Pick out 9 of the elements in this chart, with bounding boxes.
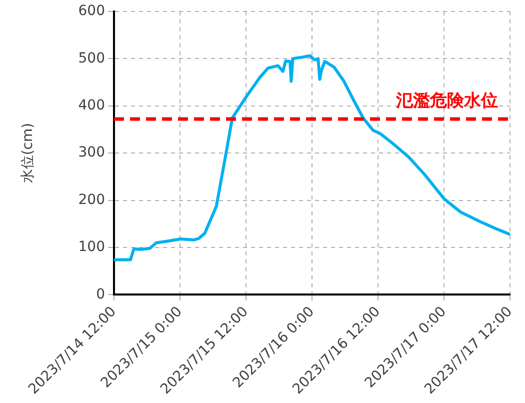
ref-line-label: 氾濫危険水位 — [395, 90, 498, 111]
y-tick-label: 600 — [78, 3, 105, 20]
y-tick-label: 0 — [96, 286, 105, 302]
y-tick-label: 200 — [78, 192, 105, 208]
y-tick-label: 100 — [78, 239, 105, 256]
y-tick-label: 400 — [78, 97, 105, 114]
y-axis-title: 水位(cm) — [20, 122, 36, 184]
y-tick-label: 500 — [78, 50, 105, 66]
y-tick-label: 300 — [78, 144, 105, 161]
